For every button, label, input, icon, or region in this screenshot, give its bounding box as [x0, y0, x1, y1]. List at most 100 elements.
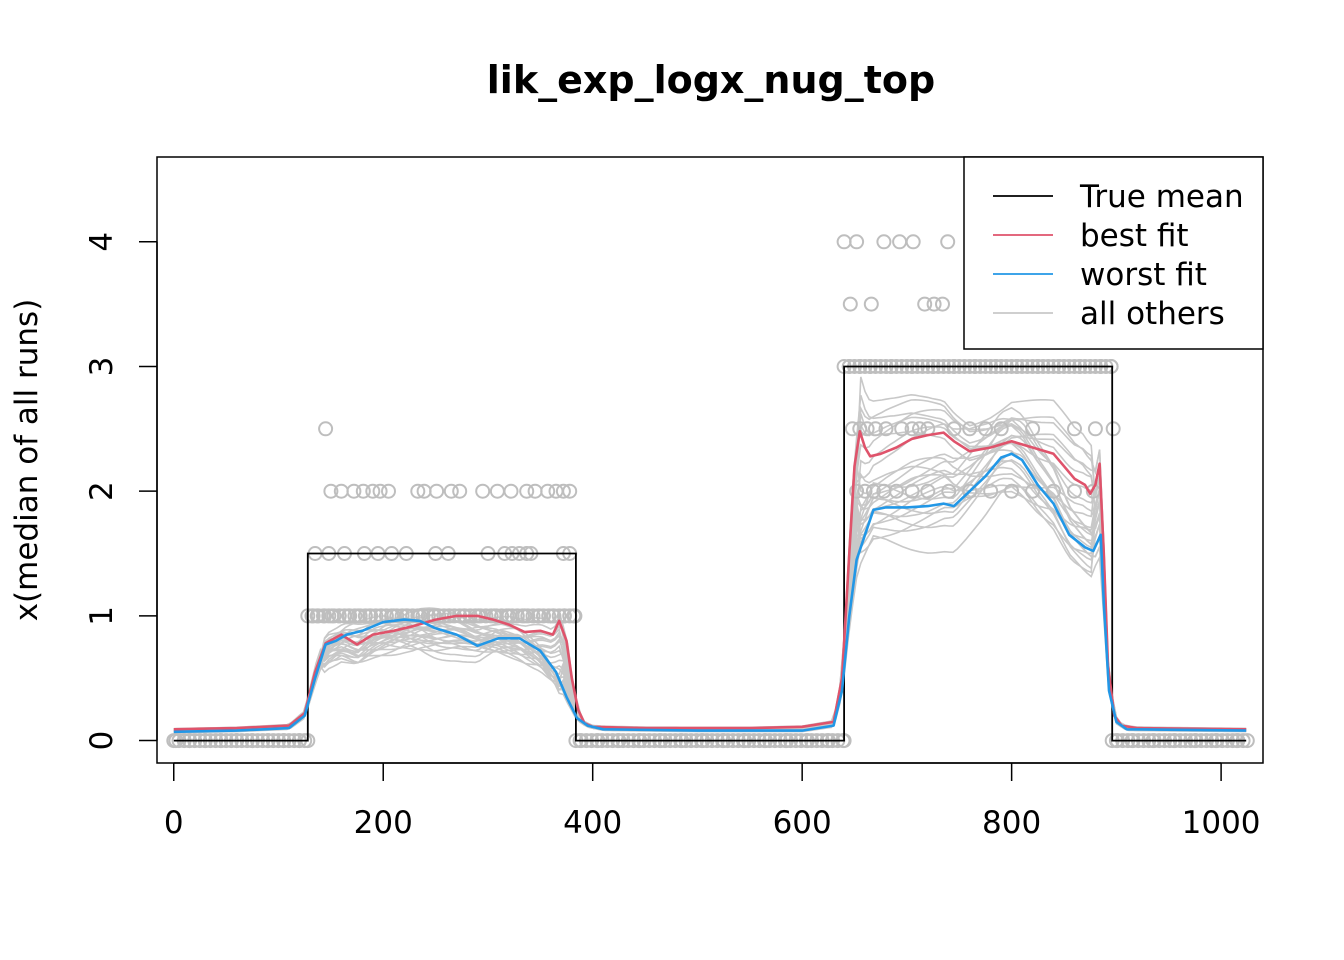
- y-axis: 0 1 2 3 4: [84, 232, 158, 751]
- data-point: [857, 483, 873, 499]
- data-point: [410, 483, 426, 499]
- other-run-line: [173, 465, 1247, 732]
- data-point: [342, 608, 358, 624]
- other-run-line: [173, 434, 1247, 732]
- data-point: [863, 296, 879, 312]
- data-point: [926, 296, 942, 312]
- data-point: [905, 234, 921, 250]
- data-point: [1087, 421, 1103, 437]
- data-point: [331, 608, 347, 624]
- data-point: [426, 608, 441, 624]
- data-point: [1105, 421, 1121, 437]
- true-mean-line: [173, 365, 1247, 742]
- data-point: [946, 421, 962, 437]
- data-point: [499, 608, 515, 624]
- data-point: [368, 608, 384, 624]
- data-point: [962, 483, 978, 499]
- data-point: [983, 483, 999, 499]
- data-point: [935, 296, 950, 312]
- x-tick-label: 400: [563, 805, 622, 841]
- data-point: [567, 608, 583, 624]
- data-point: [865, 483, 881, 499]
- data-point: [443, 483, 459, 499]
- data-point: [305, 608, 321, 624]
- data-point: [410, 608, 426, 624]
- data-point: [912, 421, 927, 437]
- data-point: [1025, 421, 1041, 437]
- data-point: [399, 608, 415, 624]
- data-point: [503, 483, 519, 499]
- data-point: [556, 608, 572, 624]
- legend-label: best fit: [1080, 218, 1189, 254]
- other-run-line: [173, 425, 1247, 732]
- data-point: [509, 608, 525, 624]
- y-axis-label: x(median of all runs): [9, 299, 45, 622]
- best-fit-series: [173, 430, 1247, 731]
- data-point: [1025, 483, 1041, 499]
- other-run-line: [173, 398, 1247, 731]
- data-point: [489, 483, 505, 499]
- other-run-line: [173, 456, 1247, 730]
- data-point: [555, 483, 571, 499]
- data-point: [849, 483, 865, 499]
- data-point: [504, 608, 520, 624]
- data-point: [562, 483, 578, 499]
- y-tick-label: 0: [84, 731, 120, 751]
- data-point: [346, 483, 362, 499]
- data-point: [836, 234, 852, 250]
- x-tick-label: 800: [982, 805, 1041, 841]
- data-point: [316, 608, 331, 624]
- data-point: [355, 483, 371, 499]
- data-point: [978, 421, 993, 437]
- data-point: [475, 483, 491, 499]
- data-point: [962, 421, 978, 437]
- data-point: [431, 608, 447, 624]
- data-point: [363, 608, 379, 624]
- data-point: [519, 483, 535, 499]
- data-point: [394, 608, 410, 624]
- other-run-line: [173, 424, 1247, 732]
- legend-box: [963, 156, 1264, 350]
- data-point: [917, 296, 933, 312]
- data-point: [842, 296, 858, 312]
- data-point: [483, 608, 499, 624]
- data-point: [337, 608, 352, 624]
- data-point: [892, 234, 908, 250]
- data-point: [876, 234, 892, 250]
- other-run-line: [173, 394, 1247, 730]
- y-tick-label: 1: [84, 606, 120, 626]
- other-run-line: [173, 473, 1247, 732]
- data-point: [541, 608, 557, 624]
- data-point: [1004, 483, 1020, 499]
- data-point: [530, 608, 546, 624]
- x-axis: 0 200 400 600 800 1000: [164, 762, 1261, 841]
- data-point: [920, 483, 936, 499]
- other-run-line: [173, 477, 1247, 732]
- data-point: [488, 608, 504, 624]
- data-point: [540, 483, 556, 499]
- worst-fit-line: [173, 452, 1247, 734]
- other-run-line: [173, 416, 1247, 730]
- x-tick-label: 200: [354, 805, 413, 841]
- data-point: [357, 608, 373, 624]
- y-tick-label: 4: [84, 232, 120, 252]
- data-point: [1067, 483, 1082, 499]
- data-point: [429, 483, 445, 499]
- data-point: [381, 483, 396, 499]
- data-point: [321, 608, 337, 624]
- data-point: [536, 608, 551, 624]
- other-run-line: [173, 484, 1247, 732]
- data-point: [993, 421, 1009, 437]
- data-point: [372, 483, 388, 499]
- data-point: [849, 234, 865, 250]
- worst-fit-series: [173, 452, 1247, 734]
- legend-label: worst fit: [1080, 257, 1207, 293]
- true-mean-series: [173, 365, 1247, 742]
- data-point: [1067, 421, 1082, 437]
- data-point: [323, 483, 339, 499]
- data-point: [868, 421, 883, 437]
- data-point: [515, 608, 530, 624]
- data-point: [347, 608, 363, 624]
